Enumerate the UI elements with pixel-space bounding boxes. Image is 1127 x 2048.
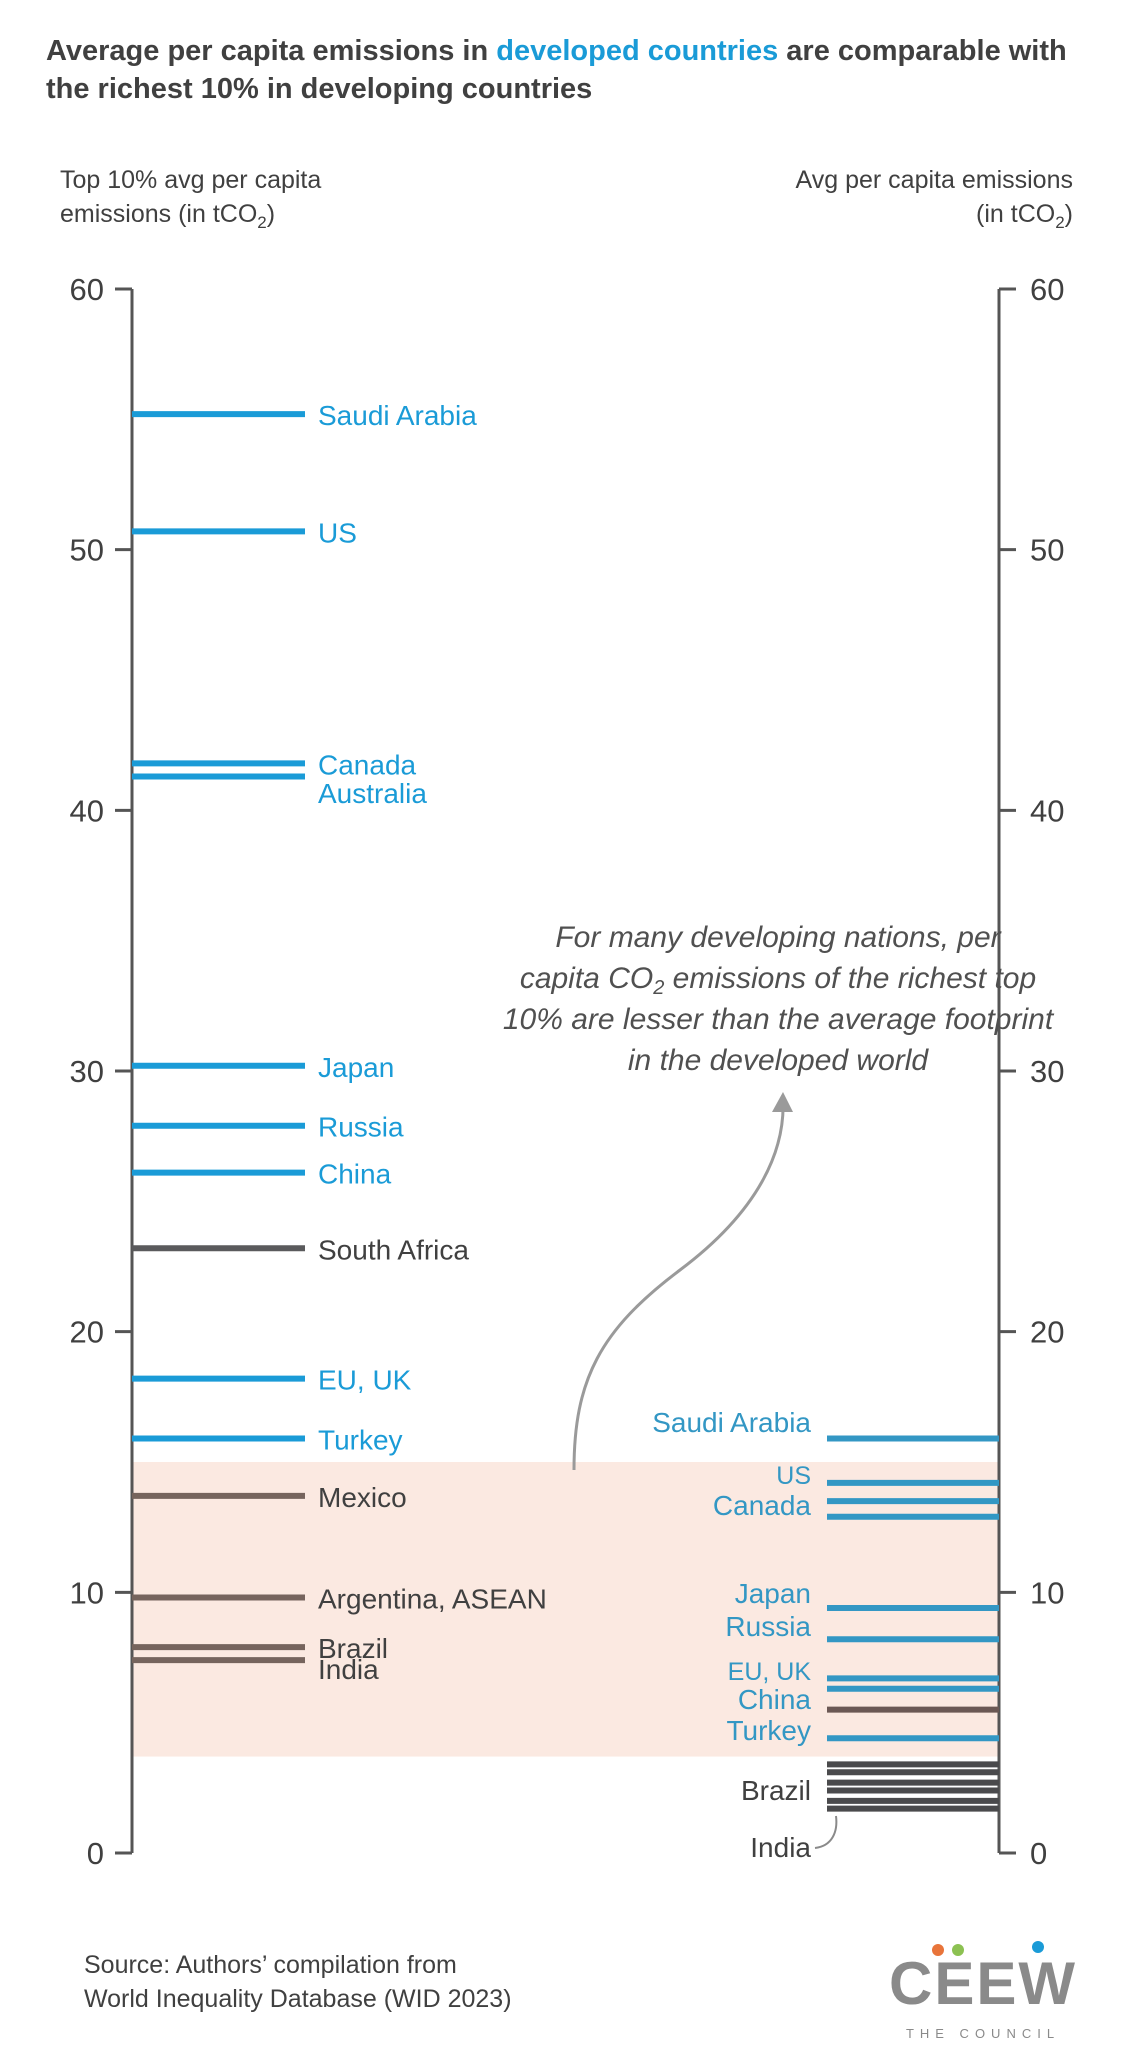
right-axis-tick-label: 60	[1030, 272, 1064, 307]
annotation-line3: 10% are lesser than the average footprin…	[503, 1003, 1055, 1036]
right-axis-tick-label: 20	[1030, 1315, 1064, 1350]
source-line2: World Inequality Database (WID 2023)	[84, 1985, 512, 2013]
chart-title: Average per capita emissions in develope…	[46, 35, 1067, 67]
left-axis-tick-label: 0	[87, 1836, 104, 1871]
logo-dot-blue	[1032, 1941, 1044, 1953]
right-bar-label: China	[738, 1684, 812, 1715]
logo-wordmark: CEEW	[889, 1950, 1077, 2017]
right-bar-label: Russia	[725, 1611, 811, 1642]
left-bar-label: Russia	[318, 1112, 404, 1143]
right-bar-label: India	[750, 1832, 811, 1863]
left-axis-label-line1: Top 10% avg per capita	[60, 166, 321, 194]
left-axis: 0 10 20 30 40 50 60	[70, 272, 134, 1871]
left-axis-label-line2: emissions (in tCO2)	[60, 200, 275, 232]
left-bar-label: Argentina, ASEAN	[318, 1584, 547, 1615]
right-axis-tick-label: 40	[1030, 793, 1064, 828]
left-bar-label: China	[318, 1159, 392, 1190]
left-bar-label: Turkey	[318, 1425, 403, 1456]
annotation: For many developing nations, per capita …	[503, 921, 1055, 1077]
right-bar-label: Saudi Arabia	[652, 1407, 811, 1438]
right-bar-label: Japan	[735, 1578, 811, 1609]
left-bar-label: Canada	[318, 749, 417, 780]
right-axis-tick-label: 10	[1030, 1575, 1064, 1610]
left-bar-label: South Africa	[318, 1234, 469, 1265]
right-axis-tick-label: 50	[1030, 533, 1064, 568]
title-highlight: developed countries	[496, 35, 778, 67]
left-bar-label: Japan	[318, 1052, 394, 1083]
annotation-arrow	[572, 1099, 785, 1471]
source-line1: Source: Authors’ compilation from	[84, 1951, 457, 1979]
left-bar-label: Saudi Arabia	[318, 400, 477, 431]
logo-tagline: THE COUNCIL	[906, 2026, 1060, 2041]
left-bar-label: US	[318, 517, 357, 548]
right-axis: 0 10 20 30 40 50 60	[997, 272, 1064, 1871]
right-axis-label-line1: Avg per capita emissions	[796, 166, 1073, 194]
left-axis-tick-label: 30	[70, 1054, 104, 1089]
left-axis-tick-label: 10	[70, 1575, 104, 1610]
annotation-line2: capita CO2 emissions of the richest top	[520, 962, 1036, 999]
right-axis-tick-label: 0	[1030, 1836, 1047, 1871]
india-leader-line	[814, 1815, 838, 1849]
title-post: are comparable with	[778, 35, 1067, 67]
right-axis-label-line2: (in tCO2)	[976, 200, 1073, 232]
ceew-logo: CEEW THE COUNCIL	[889, 1941, 1077, 2041]
left-bar-label: Australia	[318, 778, 427, 809]
left-axis-tick-label: 40	[70, 793, 104, 828]
left-axis-tick-label: 60	[70, 272, 104, 307]
left-bar-label: Mexico	[318, 1482, 407, 1513]
right-bar-label: Turkey	[726, 1715, 811, 1746]
left-axis-tick-label: 20	[70, 1315, 104, 1350]
title-pre: Average per capita emissions in	[46, 35, 496, 67]
left-bar-label: Brazil	[318, 1633, 388, 1664]
right-bar-label: US	[776, 1462, 811, 1490]
right-bar-label: Brazil	[741, 1775, 811, 1806]
right-axis-tick-label: 30	[1030, 1054, 1064, 1089]
logo-dot-orange	[932, 1944, 944, 1956]
right-bar-label: Canada	[713, 1490, 812, 1521]
left-bar-label: India	[318, 1654, 379, 1685]
annotation-arrowhead	[772, 1092, 793, 1112]
left-bar-label: EU, UK	[318, 1365, 412, 1396]
annotation-line1: For many developing nations, per	[555, 921, 1001, 954]
left-axis-tick-label: 50	[70, 533, 104, 568]
chart-title-line2: the richest 10% in developing countries	[46, 73, 592, 105]
logo-dot-green	[952, 1944, 964, 1956]
annotation-line4: in the developed world	[628, 1044, 930, 1077]
right-bar-label: EU, UK	[728, 1658, 812, 1686]
